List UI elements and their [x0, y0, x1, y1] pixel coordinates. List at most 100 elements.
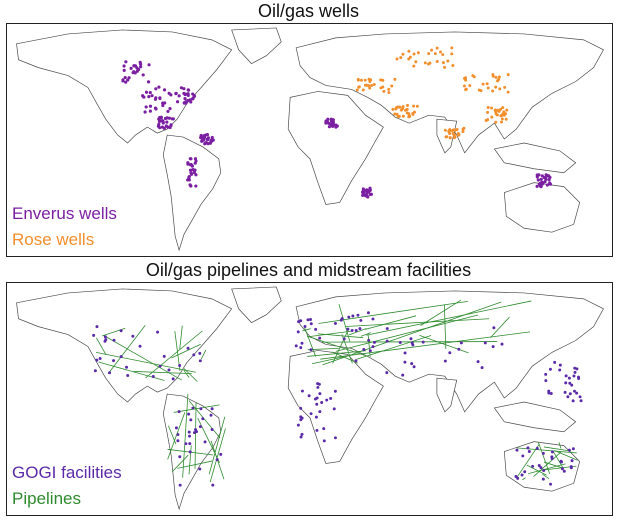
- gogi-facility-marker: [156, 331, 159, 334]
- gogi-facility-marker: [191, 407, 194, 410]
- rose-well-marker: [362, 89, 365, 92]
- gogi-facility-marker: [547, 392, 550, 395]
- gogi-facility-marker: [103, 340, 106, 343]
- gogi-facility-marker: [572, 399, 575, 402]
- enverus-well-marker: [147, 80, 150, 83]
- gogi-facility-marker: [152, 375, 155, 378]
- rose-well-marker: [400, 109, 403, 112]
- rose-well-marker: [462, 127, 465, 130]
- rose-well-marker: [501, 106, 504, 109]
- enverus-well-marker: [157, 85, 160, 88]
- gogi-facility-marker: [113, 339, 116, 342]
- enverus-well-marker: [124, 76, 127, 79]
- gogi-facility-marker: [318, 383, 321, 386]
- enverus-well-marker: [361, 194, 364, 197]
- gogi-facility-marker: [568, 449, 571, 452]
- rose-well-marker: [387, 91, 390, 94]
- gogi-facility-marker: [199, 359, 202, 362]
- rose-well-marker: [407, 112, 410, 115]
- gogi-facility-marker: [126, 374, 129, 377]
- rose-well-marker: [360, 79, 363, 82]
- gogi-facility-marker: [539, 466, 542, 469]
- enverus-well-marker: [365, 189, 368, 192]
- enverus-well-marker: [546, 183, 549, 186]
- gogi-facility-marker: [172, 377, 175, 380]
- rose-well-marker: [434, 52, 437, 55]
- gogi-facility-marker: [568, 377, 571, 380]
- enverus-well-marker: [123, 69, 126, 72]
- rose-well-marker: [457, 134, 460, 137]
- gogi-facility-marker: [297, 330, 300, 333]
- gogi-facility-marker: [531, 465, 534, 468]
- gogi-facility-marker: [550, 455, 553, 458]
- rose-well-marker: [370, 84, 373, 87]
- gogi-facility-marker: [551, 450, 554, 453]
- rose-well-marker: [402, 53, 405, 56]
- pipelines-map-panel: GOGI facilities Pipelines: [6, 282, 613, 516]
- gogi-facility-marker: [422, 341, 425, 344]
- rose-well-marker: [368, 86, 371, 89]
- gogi-facility-marker: [295, 344, 298, 347]
- legend-enverus-wells: Enverus wells: [12, 202, 117, 226]
- gogi-facility-marker: [457, 348, 460, 351]
- rose-well-marker: [486, 111, 489, 114]
- rose-well-marker: [413, 111, 416, 114]
- gogi-facility-marker: [569, 392, 572, 395]
- rose-well-marker: [465, 88, 468, 91]
- greenland: [232, 287, 282, 323]
- gogi-facility-marker: [322, 427, 325, 430]
- gogi-facility-marker: [318, 337, 321, 340]
- gogi-facility-marker: [492, 345, 495, 348]
- gogi-facility-marker: [139, 345, 142, 348]
- enverus-well-marker: [168, 107, 171, 110]
- enverus-well-marker: [171, 117, 174, 120]
- gogi-facility-marker: [198, 467, 201, 470]
- rose-well-marker: [501, 117, 504, 120]
- legend-rose-wells: Rose wells: [12, 228, 94, 252]
- gogi-facility-marker: [367, 339, 370, 342]
- enverus-well-marker: [544, 178, 547, 181]
- enverus-well-marker: [178, 94, 181, 97]
- rose-well-marker: [396, 57, 399, 60]
- legend-gogi-facilities: GOGI facilities: [12, 461, 122, 485]
- rose-well-marker: [487, 86, 490, 89]
- gogi-facility-marker: [484, 341, 487, 344]
- gogi-facility-marker: [108, 371, 111, 374]
- rose-well-marker: [357, 78, 360, 81]
- gogi-facility-marker: [341, 317, 344, 320]
- gogi-facility-marker: [334, 322, 337, 325]
- greenland: [232, 28, 282, 64]
- gogi-facility-marker: [320, 401, 323, 404]
- india: [437, 378, 457, 412]
- rose-well-marker: [414, 60, 417, 63]
- gogi-facility-marker: [184, 442, 187, 445]
- gogi-facility-marker: [194, 428, 197, 431]
- gogi-facility-marker: [329, 397, 332, 400]
- enverus-well-marker: [168, 117, 171, 120]
- enverus-well-marker: [165, 121, 168, 124]
- gogi-facility-marker: [521, 454, 524, 457]
- enverus-well-marker: [139, 65, 142, 68]
- gogi-facility-marker: [526, 446, 529, 449]
- gogi-facility-marker: [346, 328, 349, 331]
- gogi-facility-marker: [386, 340, 389, 343]
- rose-well-marker: [498, 87, 501, 90]
- rose-well-marker: [393, 78, 396, 81]
- enverus-well-marker: [149, 110, 152, 113]
- rose-well-marker: [356, 89, 359, 92]
- gogi-facility-marker: [477, 360, 480, 363]
- enverus-well-marker: [368, 189, 371, 192]
- rose-well-marker: [448, 128, 451, 131]
- southeast-asia: [494, 402, 575, 432]
- enverus-well-marker: [174, 92, 177, 95]
- gogi-facility-marker: [201, 417, 204, 420]
- gogi-facility-marker: [309, 318, 312, 321]
- rose-well-marker: [500, 121, 503, 124]
- enverus-well-marker: [149, 91, 152, 94]
- gogi-facility-marker: [301, 342, 304, 345]
- enverus-well-marker: [189, 169, 192, 172]
- gogi-facility-marker: [188, 431, 191, 434]
- pipeline-segment: [201, 350, 206, 359]
- gogi-facility-marker: [501, 343, 504, 346]
- gogi-facility-marker: [112, 359, 115, 362]
